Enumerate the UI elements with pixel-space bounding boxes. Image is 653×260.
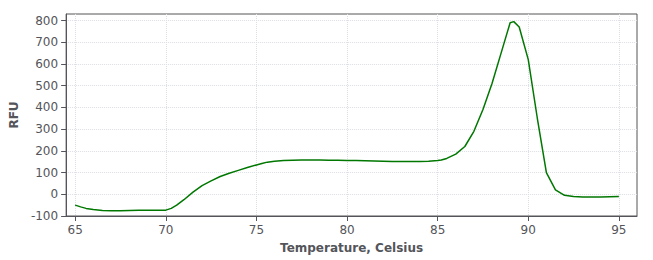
svg-text:95: 95: [611, 223, 626, 237]
svg-text:-100: -100: [31, 209, 58, 223]
svg-text:80: 80: [339, 223, 354, 237]
svg-text:70: 70: [158, 223, 173, 237]
svg-text:Temperature, Celsius: Temperature, Celsius: [280, 241, 423, 255]
svg-text:85: 85: [430, 223, 445, 237]
svg-text:400: 400: [35, 100, 58, 114]
svg-text:300: 300: [35, 122, 58, 136]
svg-text:600: 600: [35, 57, 58, 71]
svg-text:800: 800: [35, 14, 58, 28]
svg-text:500: 500: [35, 79, 58, 93]
svg-text:75: 75: [249, 223, 264, 237]
svg-text:RFU: RFU: [7, 101, 21, 128]
svg-text:200: 200: [35, 144, 58, 158]
svg-text:90: 90: [521, 223, 536, 237]
svg-text:700: 700: [35, 35, 58, 49]
svg-text:65: 65: [68, 223, 83, 237]
svg-text:0: 0: [50, 187, 58, 201]
svg-text:100: 100: [35, 166, 58, 180]
